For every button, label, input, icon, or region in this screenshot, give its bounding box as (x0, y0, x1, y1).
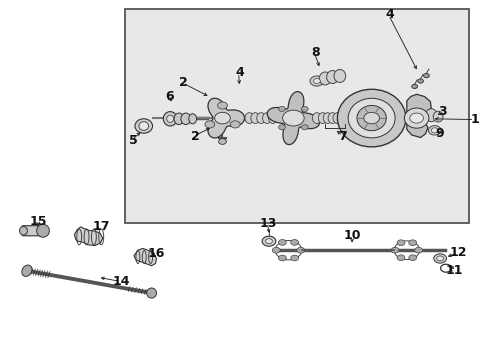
Ellipse shape (146, 288, 156, 298)
Ellipse shape (230, 121, 240, 128)
Ellipse shape (332, 113, 341, 123)
Ellipse shape (139, 122, 148, 130)
Ellipse shape (265, 239, 272, 244)
Text: 2: 2 (191, 130, 200, 143)
Text: 14: 14 (112, 275, 130, 288)
Polygon shape (266, 91, 319, 145)
Text: 16: 16 (147, 247, 165, 260)
Text: 9: 9 (435, 127, 444, 140)
Ellipse shape (363, 112, 379, 124)
Ellipse shape (337, 113, 346, 123)
Ellipse shape (188, 114, 196, 124)
Ellipse shape (430, 128, 437, 133)
Text: 6: 6 (165, 90, 174, 103)
Ellipse shape (333, 69, 345, 82)
Ellipse shape (390, 247, 398, 253)
Polygon shape (207, 98, 244, 138)
Ellipse shape (356, 105, 386, 131)
Ellipse shape (256, 113, 265, 123)
Ellipse shape (217, 102, 227, 109)
Ellipse shape (290, 255, 298, 261)
Ellipse shape (396, 255, 404, 261)
Ellipse shape (433, 254, 446, 263)
Text: 8: 8 (310, 46, 319, 59)
Text: 10: 10 (343, 229, 360, 242)
Text: 3: 3 (437, 105, 446, 118)
Ellipse shape (414, 247, 422, 253)
Ellipse shape (20, 226, 27, 235)
Ellipse shape (278, 107, 285, 112)
Polygon shape (406, 94, 430, 138)
Ellipse shape (135, 119, 152, 133)
Ellipse shape (181, 113, 190, 125)
Text: 13: 13 (259, 217, 276, 230)
Ellipse shape (337, 89, 405, 147)
Ellipse shape (425, 109, 436, 122)
Ellipse shape (347, 98, 394, 138)
Ellipse shape (427, 126, 440, 135)
Ellipse shape (278, 255, 285, 261)
Ellipse shape (301, 125, 307, 130)
Ellipse shape (326, 71, 338, 84)
FancyBboxPatch shape (22, 226, 44, 236)
Ellipse shape (166, 115, 173, 122)
Ellipse shape (272, 247, 280, 253)
Ellipse shape (163, 112, 177, 126)
Ellipse shape (319, 72, 330, 85)
Ellipse shape (218, 139, 226, 144)
Ellipse shape (312, 113, 321, 123)
Ellipse shape (396, 240, 404, 246)
Text: 7: 7 (337, 130, 346, 143)
Text: 5: 5 (128, 134, 137, 147)
Ellipse shape (423, 73, 428, 78)
Ellipse shape (174, 113, 183, 125)
Ellipse shape (290, 239, 298, 245)
Ellipse shape (262, 236, 275, 246)
Polygon shape (74, 227, 102, 246)
Ellipse shape (408, 240, 416, 246)
Ellipse shape (250, 113, 259, 123)
Ellipse shape (268, 113, 277, 123)
Ellipse shape (318, 113, 326, 123)
Ellipse shape (282, 110, 304, 126)
Ellipse shape (22, 265, 32, 276)
Text: 11: 11 (445, 264, 463, 277)
Ellipse shape (408, 255, 416, 261)
Ellipse shape (436, 256, 443, 261)
Text: 2: 2 (179, 76, 187, 89)
Ellipse shape (37, 224, 49, 237)
Text: 17: 17 (93, 220, 110, 233)
Ellipse shape (301, 107, 307, 112)
Ellipse shape (244, 113, 253, 123)
Text: 4: 4 (385, 8, 394, 21)
Ellipse shape (262, 113, 271, 123)
Ellipse shape (309, 76, 323, 86)
Bar (124, 9, 468, 223)
Text: 15: 15 (29, 215, 47, 228)
Ellipse shape (204, 121, 214, 128)
Polygon shape (134, 248, 156, 266)
Ellipse shape (296, 247, 304, 253)
Ellipse shape (278, 125, 285, 130)
Text: 12: 12 (449, 246, 467, 259)
Ellipse shape (404, 108, 428, 128)
Ellipse shape (313, 78, 320, 84)
Ellipse shape (327, 113, 336, 123)
Ellipse shape (411, 84, 417, 89)
Ellipse shape (214, 112, 230, 124)
Ellipse shape (409, 113, 423, 123)
Ellipse shape (417, 79, 423, 83)
Text: 4: 4 (235, 66, 244, 78)
Ellipse shape (323, 113, 331, 123)
Ellipse shape (432, 111, 442, 122)
Ellipse shape (278, 239, 286, 245)
Text: 1: 1 (470, 113, 479, 126)
